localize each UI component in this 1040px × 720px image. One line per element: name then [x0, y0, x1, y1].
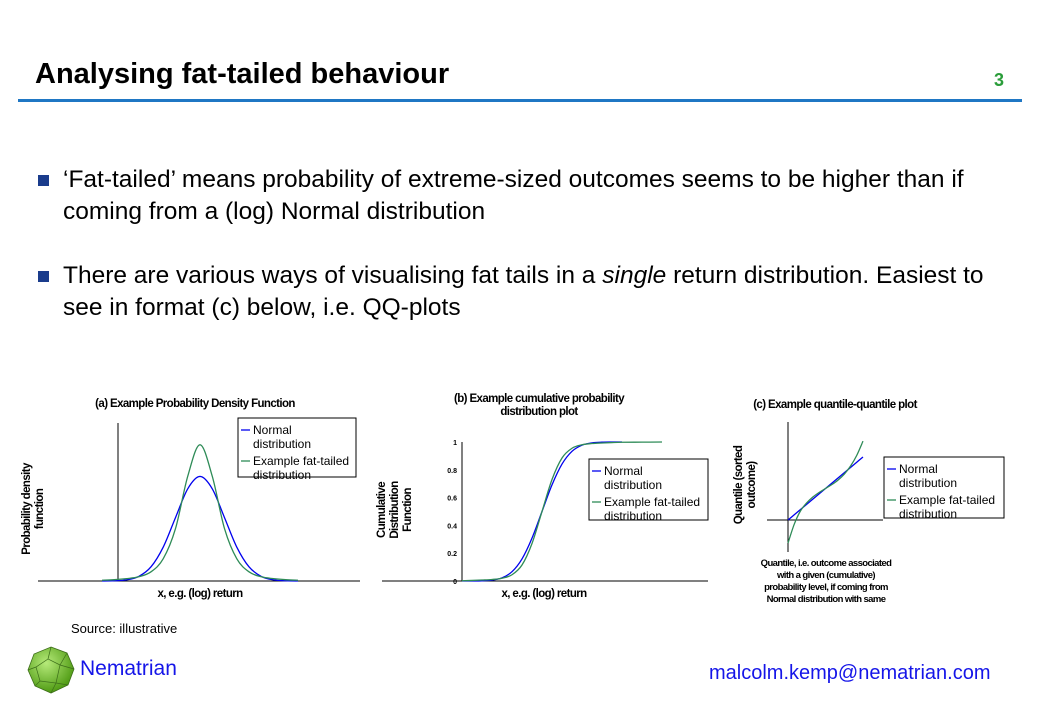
brand-name: Nematrian: [80, 657, 177, 680]
series-line-fat-tailed: [787, 440, 864, 544]
series-line-fat-tailed: [461, 441, 663, 582]
nematrian-logo-icon: [27, 646, 75, 694]
legend-label: Normal distribution: [899, 462, 957, 490]
x-axis-label: Quantile, i.e. outcome associated with a …: [761, 558, 892, 605]
chart-title: (b) Example cumulative probability distri…: [454, 393, 625, 418]
contact-email[interactable]: malcolm.kemp@nematrian.com: [709, 662, 991, 684]
y-tick-label: 0.2: [447, 551, 457, 558]
legend-box: [588, 458, 709, 521]
legend-box: [237, 417, 357, 478]
y-tick-label: 0.8: [447, 468, 457, 475]
bullet-text-post: return distribution. Easiest to see in f…: [63, 262, 984, 321]
legend-label: Normal distribution: [604, 464, 662, 492]
bullet-text: There are various ways of visualising fa…: [63, 260, 988, 324]
y-tick-label: 0.4: [447, 523, 457, 530]
x-axis-label: x, e.g. (log) return: [501, 588, 587, 600]
page-number: 3: [994, 70, 1005, 90]
y-axis-label: CumulativeDistributionFunction: [376, 481, 414, 539]
bullet-text-pre: There are various ways of visualising fa…: [63, 262, 603, 289]
legend-label: Example fat-tailed distribution: [899, 493, 995, 521]
source-note: Source: illustrative: [71, 621, 178, 636]
legend-label: Normal distribution: [253, 423, 311, 451]
bullet-square-icon: [38, 271, 49, 282]
bullet-1: ‘Fat-tailed’ means probability of extrem…: [38, 164, 988, 228]
y-axis-label: Probability densityfunction: [21, 462, 46, 555]
slide-title: Analysing fat-tailed behaviour: [35, 58, 450, 90]
title-divider: [18, 99, 1022, 102]
legend-label: Example fat-tailed distribution: [604, 495, 700, 523]
bullet-text: ‘Fat-tailed’ means probability of extrem…: [63, 166, 964, 225]
bullet-text-emphasis: single: [602, 262, 667, 289]
chart-title: (c) Example quantile-quantile plot: [753, 399, 917, 411]
y-tick-label: 1: [453, 440, 457, 447]
legend-label: Example fat-tailed distribution: [253, 454, 349, 482]
series-line-normal: [101, 475, 299, 582]
bullet-2: There are various ways of visualising fa…: [38, 260, 988, 324]
legend-box: [883, 456, 1005, 519]
y-tick-label: 0: [453, 579, 457, 586]
series-line-fat-tailed: [101, 444, 299, 581]
x-axis-label: x, e.g. (log) return: [157, 588, 243, 600]
chart-title: (a) Example Probability Density Function: [95, 398, 295, 410]
bullet-square-icon: [38, 175, 49, 186]
y-axis-label: Quantile (sortedoutcome): [733, 445, 758, 524]
y-tick-label: 0.6: [447, 496, 457, 503]
